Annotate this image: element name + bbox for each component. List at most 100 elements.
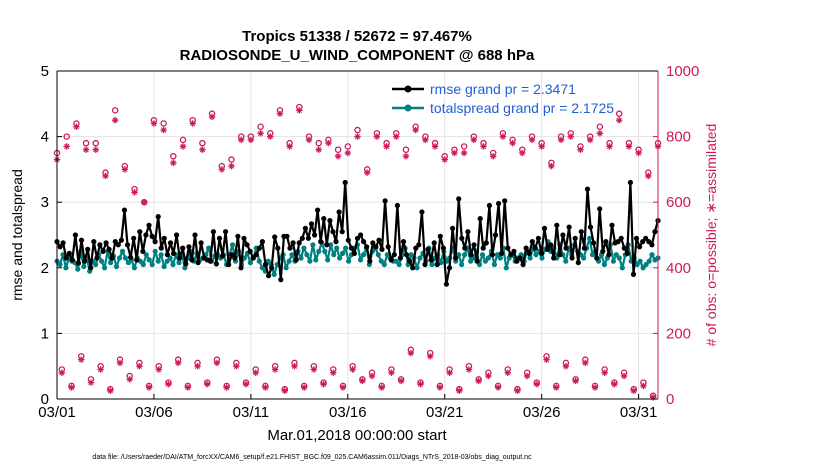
rmse-point: [121, 207, 128, 213]
obs-possible-marker: [199, 139, 206, 147]
obs-assimilated-marker: [630, 387, 637, 394]
obs-assimilated-marker: [78, 356, 85, 363]
rmse-point: [345, 237, 351, 243]
rmse-point: [471, 242, 477, 248]
obs-assimilated-marker: [645, 172, 652, 180]
spread-point: [131, 265, 137, 271]
rmse-point: [336, 209, 342, 215]
rmse-point: [354, 235, 361, 241]
obs-assimilated-marker: [170, 159, 177, 167]
rmse-point: [321, 216, 327, 222]
rmse-point: [437, 233, 443, 239]
y-tick-label-left: 5: [41, 63, 49, 80]
rmse-point: [333, 239, 339, 245]
rmse-point: [63, 255, 69, 261]
y-tick-label-right: 200: [666, 325, 691, 342]
obs-assimilated-marker: [640, 382, 647, 390]
spread-point: [563, 258, 569, 264]
spread-point: [63, 265, 69, 271]
rmse-point: [152, 239, 158, 245]
obs-assimilated-marker: [456, 387, 463, 394]
rmse-point: [131, 235, 137, 241]
obs-assimilated-marker: [373, 133, 381, 140]
rmse-point: [560, 232, 566, 238]
obs-assimilated-marker: [257, 130, 264, 137]
obs-assimilated-marker: [383, 143, 390, 150]
obs-possible-marker: [82, 139, 90, 147]
spread-point: [503, 265, 509, 271]
spread-point: [75, 266, 81, 272]
spread-point: [527, 255, 533, 261]
spread-point: [310, 242, 316, 248]
obs-assimilated-marker: [582, 359, 589, 367]
spread-point: [113, 263, 120, 270]
obs-possible-marker: [615, 110, 623, 117]
obs-assimilated-marker: [204, 381, 211, 388]
obs-assimilated-marker: [179, 143, 187, 150]
obs-assimilated-marker: [276, 110, 284, 117]
rmse-point: [275, 245, 281, 251]
spread-point: [286, 258, 292, 264]
rmse-point: [75, 260, 82, 266]
rmse-point: [88, 265, 94, 271]
rmse-point: [407, 258, 413, 264]
obs-assimilated-marker: [611, 381, 618, 388]
obs-assimilated-marker: [514, 387, 521, 394]
spread-point: [640, 265, 646, 271]
rmse-point: [232, 255, 238, 261]
rmse-point: [137, 229, 143, 235]
spread-point: [357, 257, 364, 263]
spread-point: [533, 252, 539, 258]
obs-assimilated-marker: [490, 153, 497, 160]
obs-assimilated-marker: [194, 363, 201, 370]
rmse-point: [545, 246, 551, 252]
spread-point: [313, 257, 319, 263]
obs-assimilated-marker: [601, 369, 608, 376]
rmse-point: [170, 250, 177, 256]
spread-point: [619, 265, 625, 271]
rmse-point: [72, 232, 78, 238]
obs-assimilated-marker: [620, 372, 628, 380]
rmse-point: [361, 239, 367, 245]
rmse-point: [606, 252, 612, 258]
obs-assimilated-marker: [97, 366, 104, 373]
rmse-point: [419, 209, 425, 215]
rmse-point: [115, 242, 121, 248]
obs-assimilated-marker: [208, 113, 216, 121]
rmse-point: [385, 244, 391, 250]
obs-assimilated-marker: [499, 133, 507, 140]
obs-assimilated-marker: [441, 156, 448, 163]
obs-assimilated-marker: [339, 384, 347, 391]
obs-assimilated-marker: [82, 146, 90, 153]
obs-assimilated-marker: [591, 384, 599, 391]
rmse-point: [85, 246, 91, 252]
y-tick-label-left: 3: [41, 194, 49, 211]
rmse-point: [446, 265, 453, 271]
rmse-point: [428, 257, 434, 263]
obs-assimilated-marker: [359, 377, 366, 385]
rmse-point: [342, 179, 348, 186]
rmse-point: [388, 257, 394, 263]
y-tick-label-right: 0: [666, 391, 674, 408]
rmse-point: [618, 235, 624, 241]
obs-assimilated-marker: [494, 384, 502, 391]
spread-point: [322, 248, 328, 254]
obs-assimilated-marker: [150, 120, 158, 127]
rmse-point: [305, 235, 311, 241]
rmse-point: [410, 265, 416, 271]
rmse-point: [551, 255, 557, 261]
obs-assimilated-marker: [281, 387, 288, 394]
axes: [56, 70, 659, 400]
rmse-point: [57, 244, 63, 250]
rmse-point: [250, 255, 256, 261]
obs-assimilated-marker: [649, 394, 657, 401]
obs-assimilated-marker: [121, 166, 129, 173]
rmse-point: [578, 229, 584, 235]
obs-assimilated-marker: [58, 369, 66, 376]
obs-assimilated-marker: [480, 143, 487, 150]
spread-point: [589, 252, 596, 258]
rmse-point: [247, 248, 253, 254]
rmse-point: [370, 240, 376, 246]
obs-possible-marker: [111, 107, 119, 114]
spread-point: [331, 252, 337, 258]
